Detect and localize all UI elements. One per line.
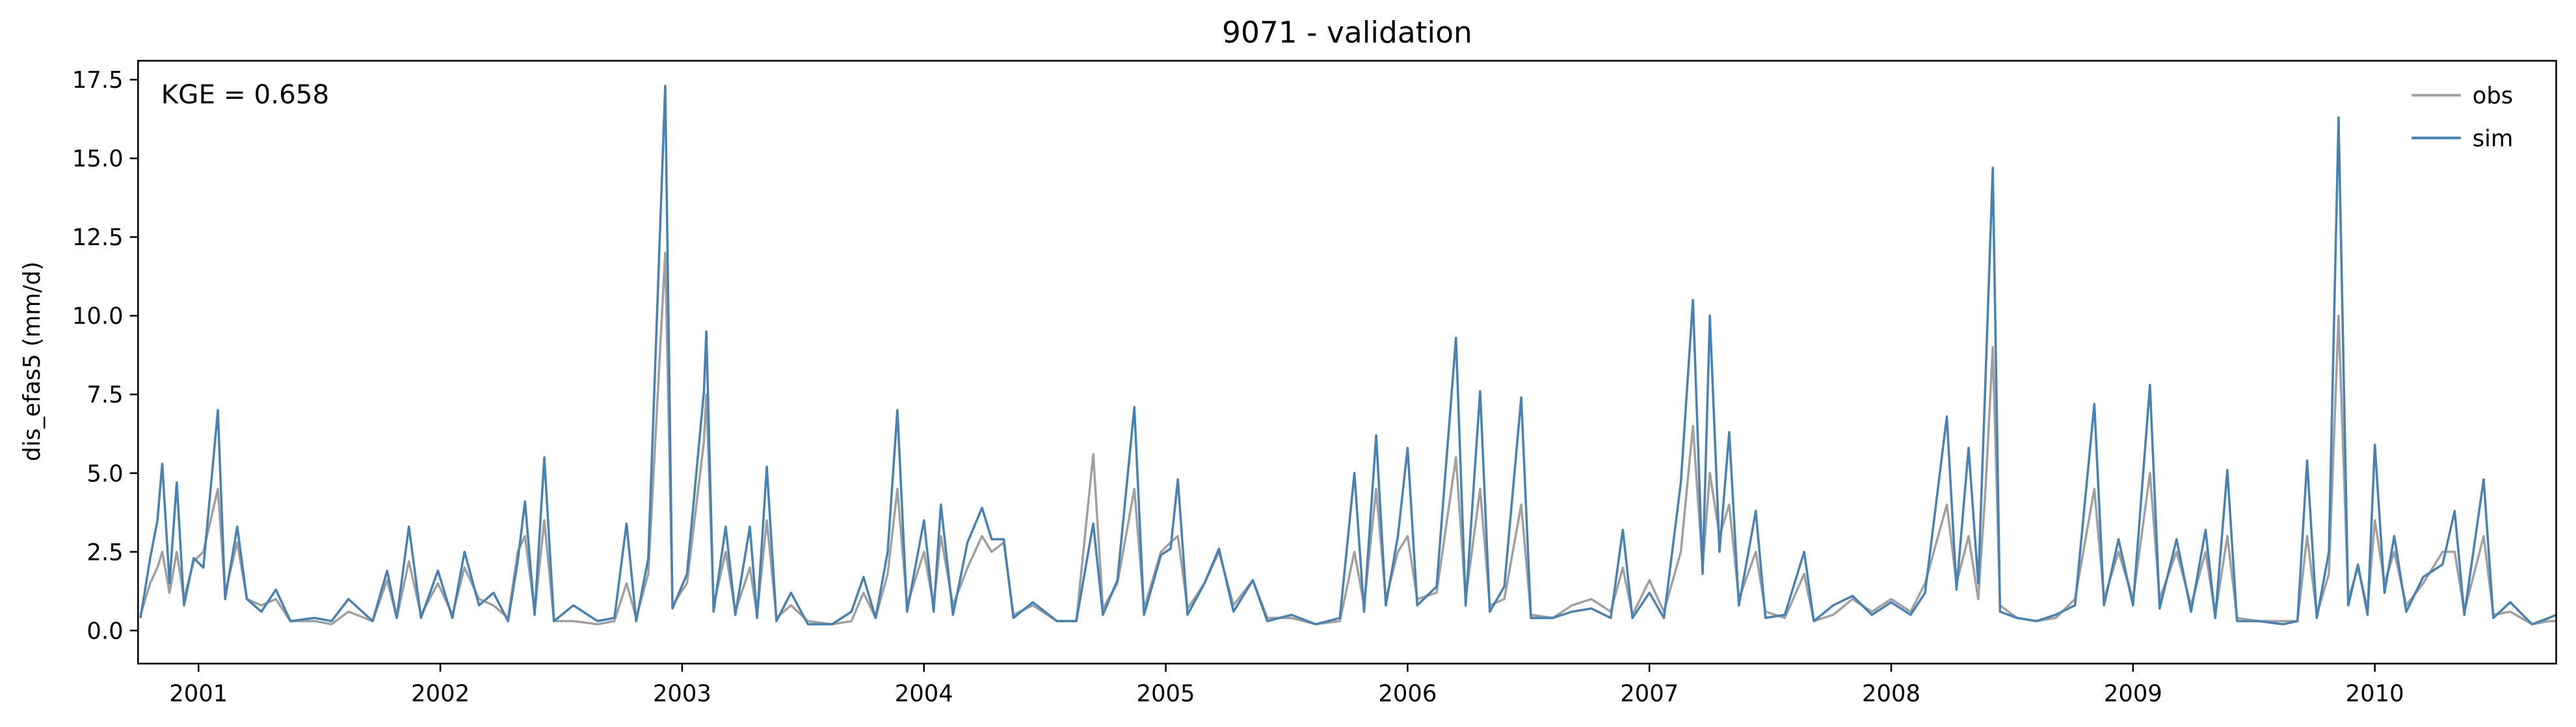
y-tick-label: 5.0 [86, 460, 123, 487]
x-tick-label: 2002 [411, 681, 470, 707]
x-tick-label: 2006 [1378, 681, 1437, 707]
legend-label: sim [2473, 126, 2514, 152]
y-tick-label: 7.5 [86, 382, 123, 408]
legend-label: obs [2473, 83, 2514, 109]
y-tick-label: 10.0 [72, 303, 124, 330]
y-tick-label: 2.5 [86, 539, 123, 566]
series-line [139, 85, 2557, 626]
x-tick-label: 2009 [2104, 681, 2162, 707]
y-axis-label: dis_efas5 (mm/d) [19, 261, 46, 461]
x-tick-label: 2007 [1620, 681, 1679, 707]
chart-title: 9071 - validation [1222, 16, 1472, 50]
x-tick-label: 2010 [2346, 681, 2404, 707]
y-tick-label: 12.5 [72, 224, 124, 251]
x-tick-label: 2005 [1137, 681, 1195, 707]
plot-frame [137, 60, 2557, 665]
y-tick-label: 17.5 [72, 67, 124, 94]
y-tick-label: 15.0 [72, 146, 124, 172]
y-tick-label: 0.0 [86, 618, 123, 644]
x-tick-label: 2001 [169, 681, 228, 707]
x-tick-label: 2008 [1862, 681, 1920, 707]
x-tick-label: 2004 [895, 681, 953, 707]
annotation: KGE = 0.658 [161, 79, 330, 110]
series-line [139, 251, 2556, 626]
x-tick-label: 2003 [653, 681, 711, 707]
